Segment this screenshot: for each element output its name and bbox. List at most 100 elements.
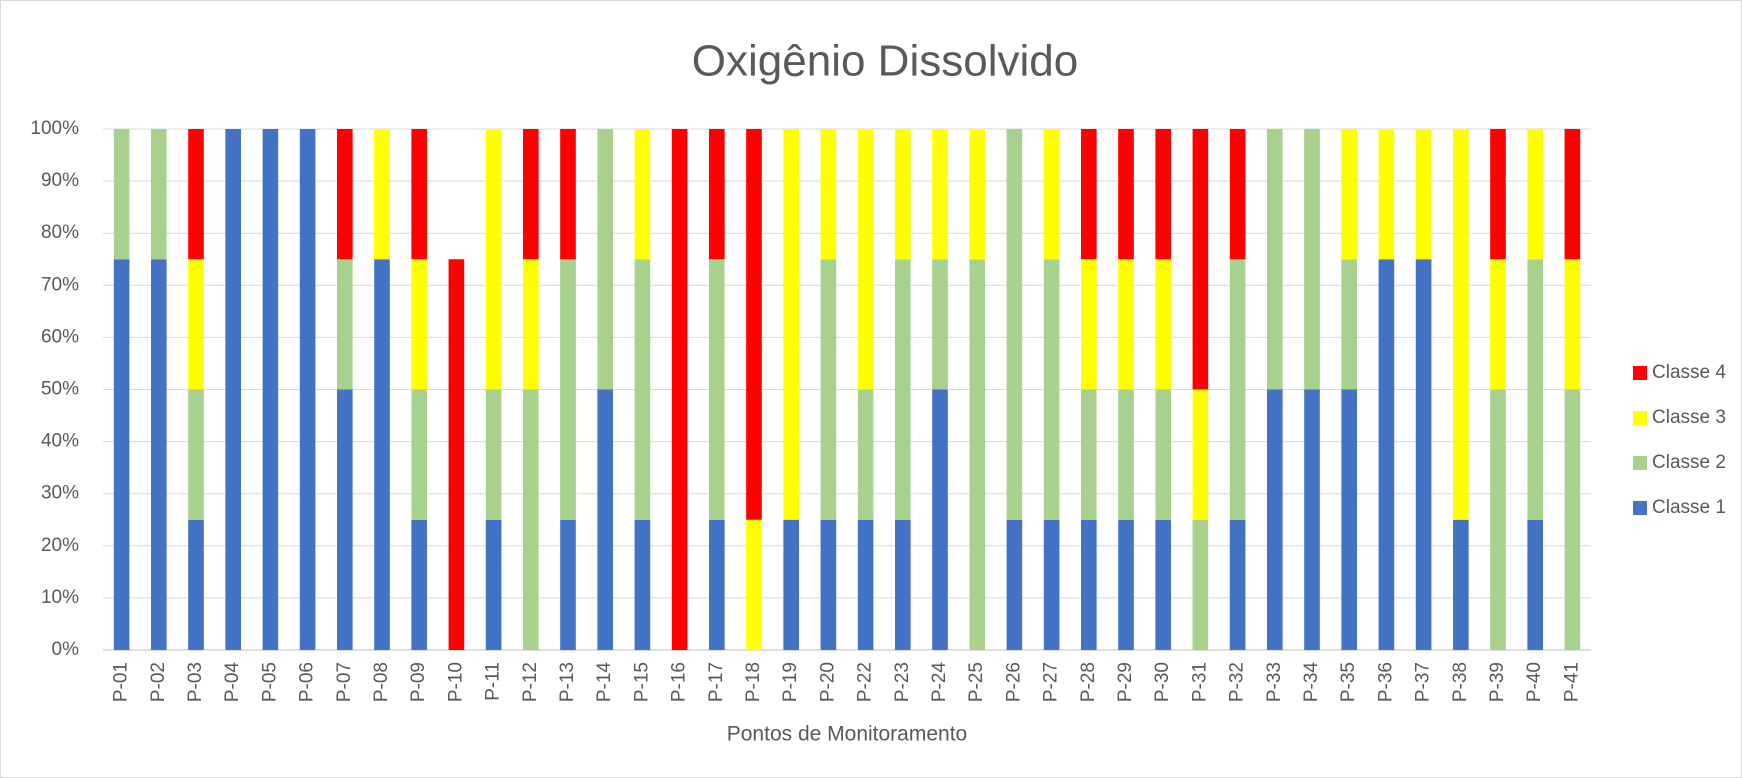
bar-segment [1266,129,1283,390]
bar-segment [1080,519,1097,650]
bar-segment [1229,259,1246,520]
x-tick-label: P-16 [669,662,690,702]
bar-segment [485,129,502,390]
x-tick-label: P-24 [929,662,950,703]
bar-segment [522,259,539,390]
x-tick-label: P-31 [1189,662,1210,702]
bar-segment [411,389,428,520]
bar-segment [1564,389,1581,650]
legend-label: Classe 3 [1652,407,1726,428]
bar-segment [1378,259,1395,650]
y-tick-label: 0% [52,639,80,660]
bar-segment [150,259,167,650]
bar-segment [1080,129,1097,260]
bar-segment [820,259,837,520]
bar-segment [1229,519,1246,650]
bar-segment [708,519,725,650]
bar-segment [894,129,911,260]
bar-segment [634,519,651,650]
bar-segment [1490,389,1506,650]
bar-segment [1304,389,1320,650]
x-tick-label: P-08 [371,662,392,702]
bar-segment [1118,389,1134,520]
bar-segment [820,519,837,650]
x-tick-label: P-25 [966,662,987,702]
x-tick-label: P-32 [1227,662,1248,702]
x-tick-label: P-05 [259,662,280,702]
bar-segment [113,259,130,650]
bar-segment [708,259,725,520]
x-tick-label: P-37 [1413,662,1434,702]
x-tick-label: P-38 [1450,662,1471,702]
bar-segment [336,129,353,260]
x-tick-label: P-14 [594,662,615,703]
bar-segment [857,129,874,390]
bar-segment [969,129,986,260]
bar-segment [708,129,725,260]
x-tick-label: P-30 [1152,662,1173,702]
bar-segment [1118,259,1134,390]
bar-segment [597,129,614,390]
x-tick-label: P-13 [557,662,578,702]
bar-segment [783,519,800,650]
bar-segment [1006,129,1023,520]
x-tick-label: P-06 [297,662,318,702]
x-tick-label: P-18 [743,662,764,702]
legend-swatch [1633,411,1647,425]
y-tick-label: 80% [41,222,79,243]
bar-segment [1043,259,1060,520]
bar-segment [262,129,279,650]
bar-segment [969,259,986,650]
x-tick-label: P-22 [855,662,876,702]
bar-segment [299,129,316,650]
chart-title: Oxigênio Dissolvido [692,37,1078,86]
bar-segment [1564,129,1581,260]
x-tick-label: P-03 [185,662,206,702]
legend-swatch [1633,366,1647,380]
bar-segment [1452,519,1469,650]
bar-segment [1527,519,1544,650]
y-tick-label: 40% [41,431,79,452]
bar-segment [188,519,204,650]
x-tick-label: P-35 [1338,662,1359,702]
bar-segment [1564,259,1581,390]
y-tick-label: 50% [41,379,79,400]
y-tick-label: 60% [41,326,79,347]
x-tick-label: P-04 [222,662,243,703]
bar-segment [560,519,576,650]
y-tick-label: 100% [30,118,79,139]
bar-segment [1155,259,1172,390]
bar-segment [411,259,428,390]
bar-segment [1378,129,1395,260]
bar-segment [597,389,614,650]
bar-segment [857,519,874,650]
bar-segment [522,129,539,260]
bar-segment [448,259,465,650]
x-tick-label: P-17 [706,662,727,702]
y-tick-label: 20% [41,535,79,556]
bar-segment [1490,259,1506,390]
bar-segment [1341,259,1358,390]
x-tick-label: P-23 [892,662,913,702]
bar-segment [894,259,911,520]
bar-segment [1155,129,1172,260]
x-tick-label: P-27 [1041,662,1062,702]
bar-segment [374,259,390,650]
bar-segment [188,389,204,520]
x-tick-label: P-07 [334,662,355,702]
bar-segment [1192,519,1209,650]
x-tick-label: P-09 [408,662,429,702]
x-tick-label: P-33 [1264,662,1285,702]
bar-segment [1490,129,1506,260]
bar-segment [783,129,800,520]
bar-segment [1266,389,1283,650]
bar-segment [894,519,911,650]
bar-segment [671,129,688,650]
y-tick-label: 70% [41,274,79,295]
x-tick-label: P-26 [1003,662,1024,702]
bar-segment [1527,259,1544,520]
y-tick-label: 30% [41,483,79,504]
bar-segment [522,389,539,650]
bar-segment [150,129,167,260]
bar-segment [1341,129,1358,260]
